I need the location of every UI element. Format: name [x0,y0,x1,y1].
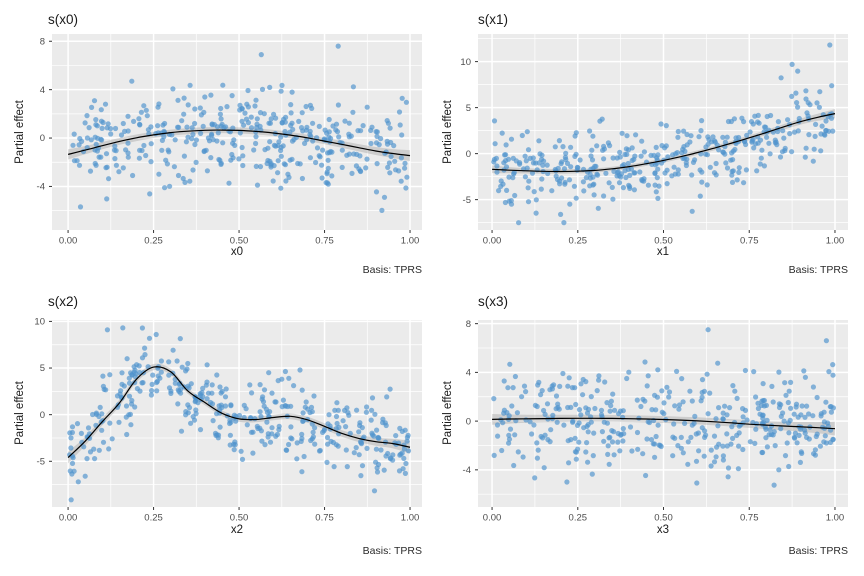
y-tick-label: -5 [463,195,471,206]
x-tick-label: 0.00 [59,236,78,247]
axis-ticks: 0.00 0.25 0.50 0.75 1.00 8 4 0 -4 [37,36,420,246]
partial-residual-points [67,325,412,503]
x-tick-label: 0.25 [144,513,163,524]
y-tick-label: 10 [34,317,45,328]
panel-s-x0: 0.00 0.25 0.50 0.75 1.00 8 4 0 -4 s(x0) Partial … [0,0,432,288]
y-axis-title: Partial effect [442,381,454,445]
y-tick-label: 4 [466,368,471,379]
smooth-line [492,113,836,173]
x-tick-label: 0.25 [569,513,588,524]
smooth-line [67,366,411,459]
x-tick-label: 0.00 [483,513,502,524]
y-tick-label: -4 [463,465,471,476]
x-tick-label: 1.00 [401,513,420,524]
x-axis-title: x3 [656,524,670,536]
axis-ticks: 0.00 0.25 0.50 0.75 1.00 10 5 0 -5 [34,317,419,524]
x-tick-label: 1.00 [826,513,845,524]
axis-ticks: 0.00 0.25 0.50 0.75 1.00 10 5 0 -5 [460,57,844,247]
panel-s-x3: 0.00 0.25 0.50 0.75 1.00 8 4 0 -4 s(x3) Partial … [432,288,864,576]
y-tick-label: 5 [466,103,471,114]
x-tick-label: 0.75 [740,513,759,524]
plot-canvas-s-x2: 0.00 0.25 0.50 0.75 1.00 10 5 0 -5 [34,317,422,524]
x-tick-label: 0.25 [144,236,163,247]
smooth-line [67,129,411,157]
x-tick-label: 0.00 [59,513,78,524]
y-tick-label: 10 [460,57,471,68]
x-axis-title: x2 [230,524,244,536]
panel-s-x1: 0.00 0.25 0.50 0.75 1.00 10 5 0 -5 s(x1) Partial… [432,0,864,288]
confidence-ribbon [492,414,835,436]
plot-canvas-s-x3: 0.00 0.25 0.50 0.75 1.00 8 4 0 -4 [463,319,848,524]
y-tick-label: 8 [466,319,471,330]
partial-residual-points [491,327,836,488]
basis-caption: Basis: TPRS [362,264,422,276]
y-tick-label: 8 [40,36,45,47]
panel-title: s(x3) [478,294,508,309]
y-tick-label: 0 [466,416,471,427]
y-tick-label: 4 [40,85,45,96]
y-axis-title: Partial effect [14,100,26,164]
x-tick-label: 0.75 [740,236,759,247]
x-tick-label: 0.25 [569,236,588,247]
panel-title: s(x1) [478,12,508,27]
panel-s-x2: 0.00 0.25 0.50 0.75 1.00 10 5 0 -5 s(x2) Partial… [0,288,432,576]
x-tick-label: 0.50 [654,513,673,524]
x-tick-label: 0.50 [654,236,673,247]
basis-caption: Basis: TPRS [788,545,848,557]
y-tick-label: 0 [40,133,45,144]
plot-canvas-s-x1: 0.00 0.25 0.50 0.75 1.00 10 5 0 -5 [460,34,848,247]
x-tick-label: 0.50 [230,236,249,247]
y-axis-title: Partial effect [442,100,454,164]
x-axis-title: x1 [656,246,670,258]
x-tick-label: 0.00 [483,236,502,247]
partial-residual-points [70,43,410,213]
axis-ticks: 0.00 0.25 0.50 0.75 1.00 8 4 0 -4 [463,319,845,524]
plot-canvas-s-x0: 0.00 0.25 0.50 0.75 1.00 8 4 0 -4 [37,34,422,247]
x-tick-label: 1.00 [826,236,845,247]
y-tick-label: -5 [37,456,45,467]
y-tick-label: 5 [40,363,45,374]
y-tick-label: -4 [37,182,45,193]
basis-caption: Basis: TPRS [362,545,422,557]
x-tick-label: 1.00 [401,236,420,247]
y-axis-title: Partial effect [14,381,26,445]
x-axis-title: x0 [230,246,244,258]
gridlines-minor [52,34,422,230]
y-tick-label: 0 [466,149,471,160]
smooth-line [492,417,836,430]
x-tick-label: 0.50 [230,513,249,524]
x-tick-label: 0.75 [315,236,334,247]
y-tick-label: 0 [40,410,45,421]
panel-title: s(x2) [48,294,78,309]
x-tick-label: 0.75 [315,513,334,524]
basis-caption: Basis: TPRS [788,264,848,276]
panel-title: s(x0) [48,12,78,27]
